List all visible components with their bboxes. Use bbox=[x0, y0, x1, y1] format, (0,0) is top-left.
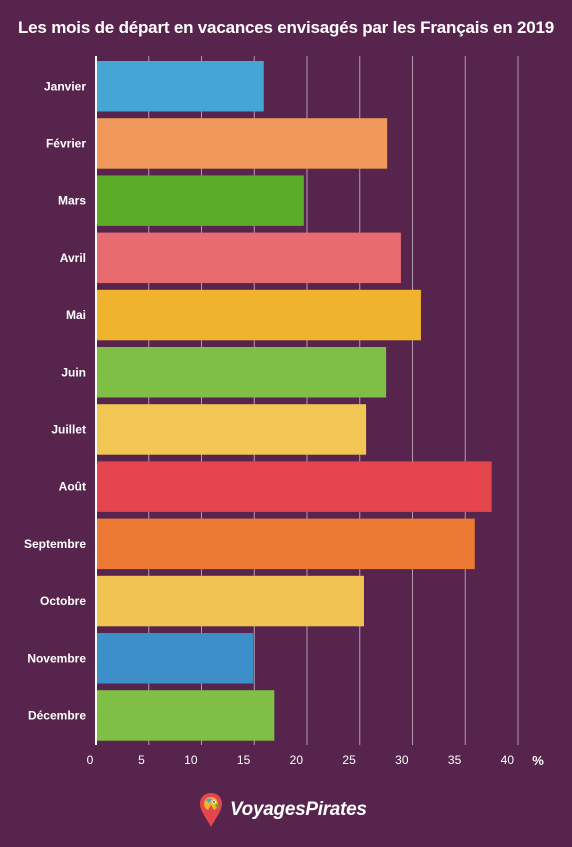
bar-5 bbox=[96, 347, 387, 398]
brand-logo: VoyagesPirates bbox=[198, 790, 367, 830]
tick-label-15: 15 bbox=[237, 753, 251, 767]
unit-label: % bbox=[532, 753, 544, 768]
tick-label-35: 35 bbox=[448, 753, 462, 767]
chart-title: Les mois de départ en vacances envisagés… bbox=[17, 18, 554, 37]
category-label-11: Décembre bbox=[28, 708, 86, 722]
tick-label-20: 20 bbox=[290, 753, 304, 767]
brand-name: VoyagesPirates bbox=[230, 799, 367, 820]
category-label-3: Avril bbox=[60, 251, 86, 265]
tick-label-0: 0 bbox=[87, 753, 94, 767]
category-label-0: Janvier bbox=[44, 79, 86, 93]
category-label-4: Mai bbox=[66, 308, 86, 322]
parrot-icon bbox=[200, 793, 222, 827]
bar-6 bbox=[96, 404, 367, 455]
tick-label-40: 40 bbox=[501, 753, 515, 767]
bar-4 bbox=[96, 289, 421, 341]
category-label-8: Septembre bbox=[24, 537, 86, 551]
category-label-6: Juillet bbox=[51, 422, 86, 436]
bar-9 bbox=[96, 575, 364, 627]
tick-label-5: 5 bbox=[138, 753, 145, 767]
bar-2 bbox=[96, 175, 304, 226]
bar-11 bbox=[96, 690, 275, 741]
category-label-7: Août bbox=[59, 480, 86, 494]
tick-label-25: 25 bbox=[342, 753, 356, 767]
bar-8 bbox=[96, 518, 475, 570]
tick-label-10: 10 bbox=[184, 753, 198, 767]
category-label-10: Novembre bbox=[27, 651, 86, 665]
category-label-9: Octobre bbox=[40, 594, 86, 608]
tick-label-30: 30 bbox=[395, 753, 409, 767]
bar-1 bbox=[96, 118, 388, 169]
bar-3 bbox=[96, 232, 401, 284]
bar-10 bbox=[96, 633, 254, 684]
bar-0 bbox=[96, 61, 264, 112]
bar-7 bbox=[96, 461, 492, 512]
category-label-5: Juin bbox=[61, 365, 86, 379]
category-label-1: Février bbox=[46, 136, 86, 150]
category-label-2: Mars bbox=[58, 194, 86, 208]
